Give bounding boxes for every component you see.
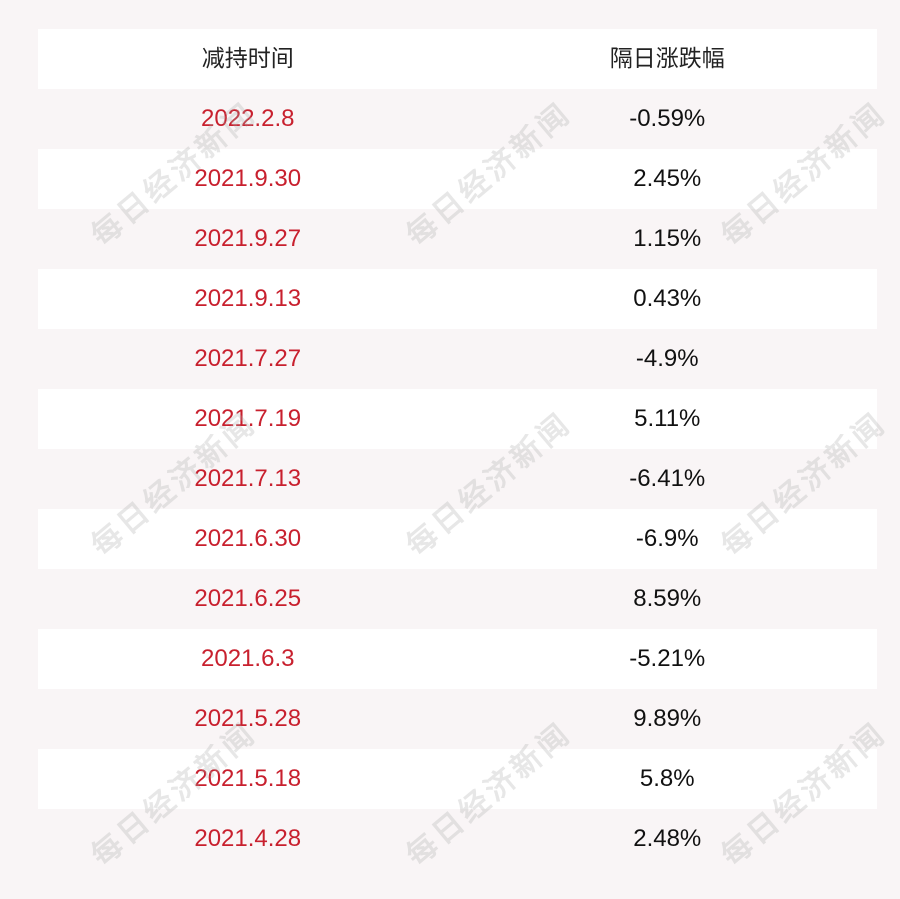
table-row: 2021.7.27 -4.9% (38, 329, 877, 389)
reduction-date-cell: 2021.6.30 (194, 525, 302, 552)
next-day-change-cell: 0.43% (633, 285, 702, 312)
reduction-date-cell: 2021.7.27 (194, 345, 302, 372)
next-day-change-cell: -6.9% (635, 525, 699, 552)
reduction-date-cell: 2021.4.28 (194, 825, 302, 852)
table-row: 2021.5.18 5.8% (38, 749, 877, 809)
header-next-day-change: 隔日涨跌幅 (609, 46, 725, 72)
reduction-date-cell: 2021.5.28 (194, 705, 302, 732)
next-day-change-cell: -0.59% (629, 105, 706, 132)
reduction-date-cell: 2021.9.27 (194, 225, 302, 252)
next-day-change-cell: 2.45% (633, 165, 702, 192)
reduction-table: 减持时间 隔日涨跌幅 2022.2.8 -0.59% 2021.9.30 2.45% 2… (38, 29, 877, 869)
next-day-change-cell: 9.89% (633, 705, 702, 732)
reduction-date-cell: 2021.7.13 (194, 465, 302, 492)
reduction-date-cell: 2021.9.13 (194, 285, 302, 312)
table-row: 2021.6.30 -6.9% (38, 509, 877, 569)
table-row: 2022.2.8 -0.59% (38, 89, 877, 149)
table-row: 2021.6.3 -5.21% (38, 629, 877, 689)
next-day-change-cell: 5.8% (639, 765, 695, 792)
next-day-change-cell: 1.15% (633, 225, 702, 252)
table-row: 2021.9.13 0.43% (38, 269, 877, 329)
next-day-change-cell: -4.9% (635, 345, 699, 372)
next-day-change-cell: 8.59% (633, 585, 702, 612)
header-reduction-date: 减持时间 (201, 46, 294, 72)
reduction-date-cell: 2021.9.30 (194, 165, 302, 192)
reduction-date-cell: 2022.2.8 (201, 105, 295, 132)
table-row: 2021.6.25 8.59% (38, 569, 877, 629)
reduction-date-cell: 2021.6.25 (194, 585, 302, 612)
table-row: 2021.7.19 5.11% (38, 389, 877, 449)
reduction-date-cell: 2021.7.19 (194, 405, 302, 432)
reduction-date-cell: 2021.6.3 (201, 645, 295, 672)
next-day-change-cell: -5.21% (629, 645, 706, 672)
table-row: 2021.7.13 -6.41% (38, 449, 877, 509)
next-day-change-cell: -6.41% (629, 465, 706, 492)
next-day-change-cell: 5.11% (634, 405, 701, 432)
table-row: 2021.9.27 1.15% (38, 209, 877, 269)
table-row: 2021.9.30 2.45% (38, 149, 877, 209)
table-row: 2021.4.28 2.48% (38, 809, 877, 869)
next-day-change-cell: 2.48% (633, 825, 702, 852)
table-header-row: 减持时间 隔日涨跌幅 (38, 29, 877, 89)
table-row: 2021.5.28 9.89% (38, 689, 877, 749)
table-body: 2022.2.8 -0.59% 2021.9.30 2.45% 2021.9.27 1.1… (38, 89, 877, 869)
reduction-date-cell: 2021.5.18 (194, 765, 302, 792)
